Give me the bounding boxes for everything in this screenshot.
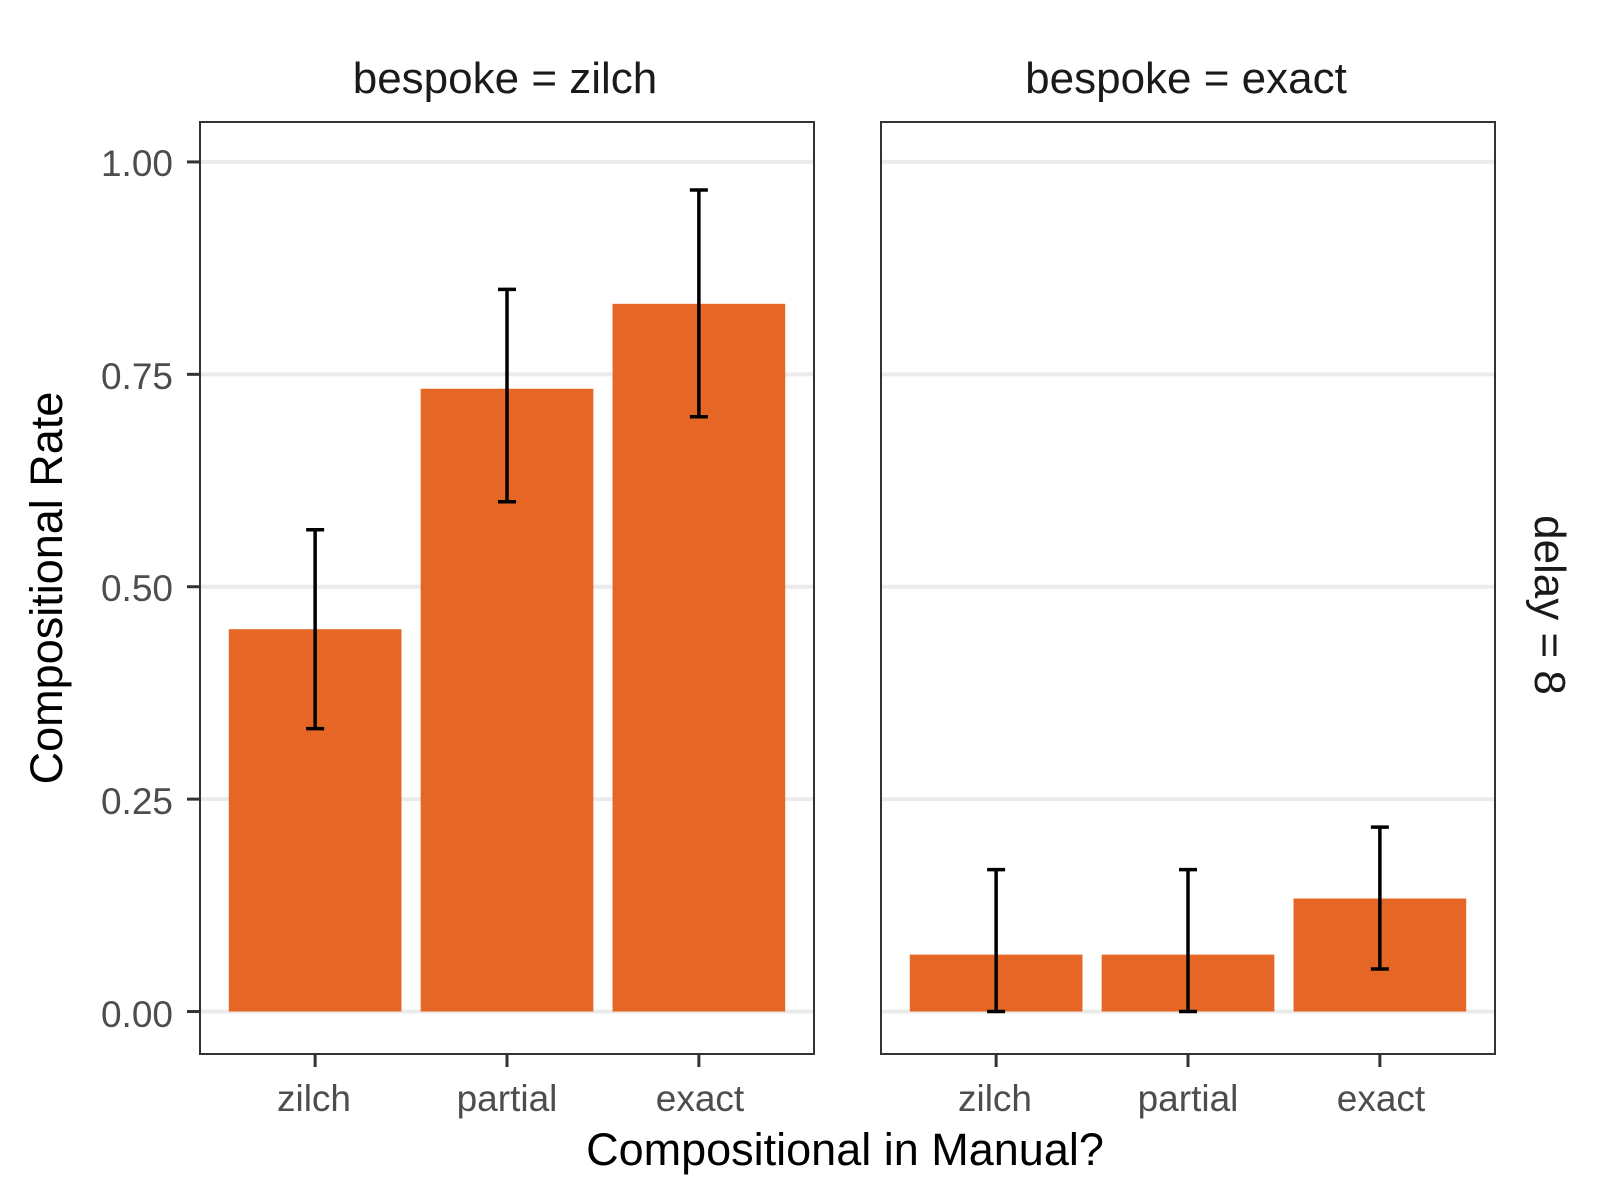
y-tick-label: 1.00 (101, 143, 173, 184)
y-tick-label: 0.50 (101, 568, 173, 609)
plot-layer (187, 121, 1496, 1067)
x-tick-label: zilch (277, 1078, 351, 1119)
panel-title-right: bespoke = exact (1025, 54, 1347, 103)
x-tick-label: zilch (958, 1078, 1032, 1119)
y-tick-label: 0.00 (101, 994, 173, 1035)
y-axis-title: Compositional Rate (21, 392, 72, 785)
x-tick-label: exact (1337, 1078, 1426, 1119)
x-tick-label: exact (656, 1078, 745, 1119)
x-tick-label: partial (457, 1078, 558, 1119)
y-tick-label: 0.25 (101, 781, 173, 822)
panel-title-left: bespoke = zilch (353, 54, 658, 103)
row-strip-label: delay = 8 (1525, 515, 1574, 695)
x-axis-title: Compositional in Manual? (586, 1124, 1104, 1175)
bar (612, 303, 786, 1012)
y-tick-label: 0.75 (101, 356, 173, 397)
panel-border (880, 121, 1496, 1055)
x-tick-label: partial (1138, 1078, 1239, 1119)
